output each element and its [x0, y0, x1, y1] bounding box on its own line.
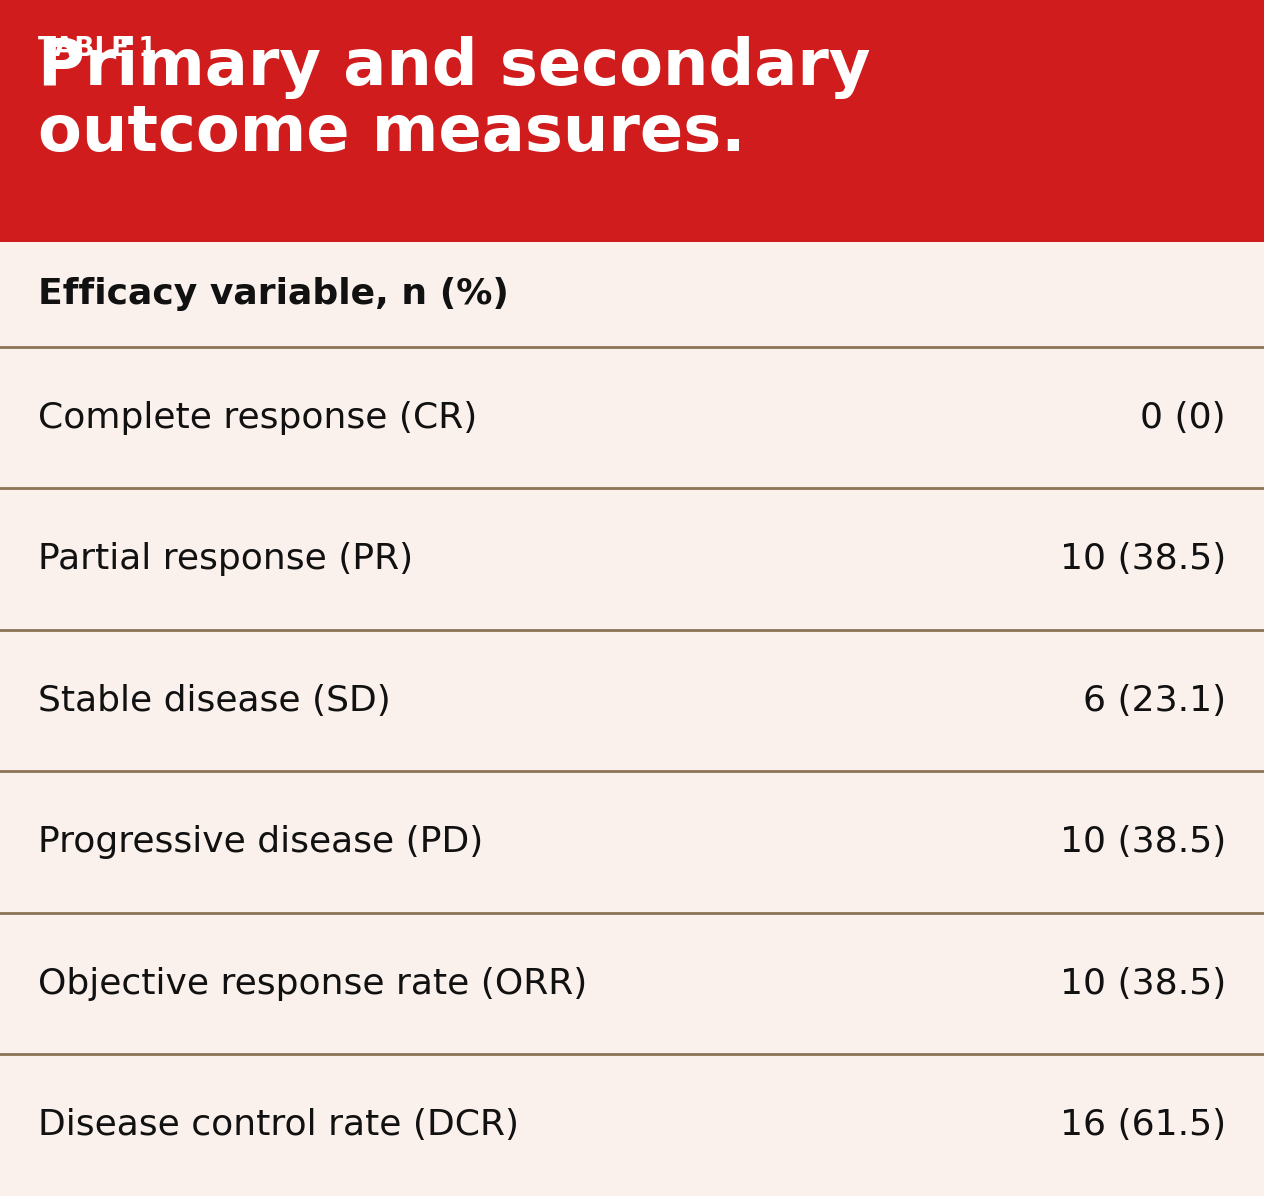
Text: TABLE 1: TABLE 1 — [38, 36, 174, 62]
Bar — [0, 242, 1264, 1196]
Text: Stable disease (SD): Stable disease (SD) — [38, 684, 391, 718]
Text: 10 (38.5): 10 (38.5) — [1059, 542, 1226, 576]
Text: Partial response (PR): Partial response (PR) — [38, 542, 413, 576]
Text: 0 (0): 0 (0) — [1140, 401, 1226, 434]
Text: 6 (23.1): 6 (23.1) — [1083, 684, 1226, 718]
Text: 10 (38.5): 10 (38.5) — [1059, 825, 1226, 859]
Text: Efficacy variable, n (%): Efficacy variable, n (%) — [38, 277, 509, 311]
Bar — [0, 0, 1264, 242]
Text: 10 (38.5): 10 (38.5) — [1059, 966, 1226, 1001]
Text: 16 (61.5): 16 (61.5) — [1060, 1109, 1226, 1142]
Text: Progressive disease (PD): Progressive disease (PD) — [38, 825, 483, 859]
Text: Objective response rate (ORR): Objective response rate (ORR) — [38, 966, 588, 1001]
Text: Complete response (CR): Complete response (CR) — [38, 401, 478, 434]
Text: Disease control rate (DCR): Disease control rate (DCR) — [38, 1109, 520, 1142]
Text: Primary and secondary
outcome measures.: Primary and secondary outcome measures. — [38, 36, 871, 164]
